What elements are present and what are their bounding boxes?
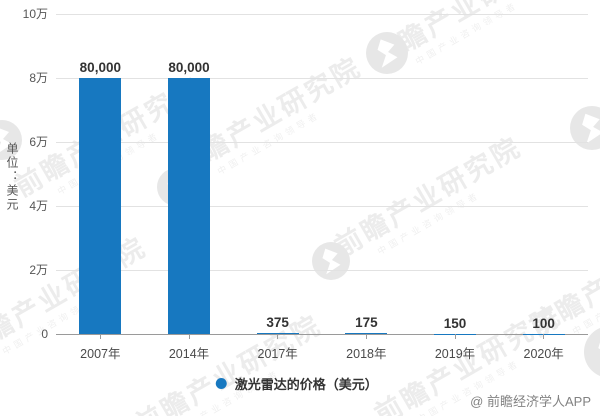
bar-value-label: 80,000 <box>79 60 121 75</box>
gridline <box>56 142 588 143</box>
x-axis-tick <box>277 334 279 339</box>
gridline <box>56 270 588 271</box>
x-axis-tick <box>543 334 545 339</box>
x-tick-label: 2020年 <box>523 347 564 361</box>
x-tick-label: 2007年 <box>80 347 121 361</box>
watermark-logo-icon <box>0 120 22 160</box>
bar-value-label: 150 <box>443 315 467 331</box>
gridline <box>56 206 588 207</box>
bar[interactable] <box>79 78 122 334</box>
legend[interactable]: 激光雷达的价格（美元） <box>215 374 378 393</box>
x-axis-tick <box>365 334 367 339</box>
y-tick-label: 10万 <box>22 7 48 21</box>
legend-label: 激光雷达的价格（美元） <box>234 377 378 392</box>
y-tick-label: 8万 <box>29 71 48 85</box>
x-axis-tick <box>188 334 190 339</box>
gridline <box>56 14 588 15</box>
x-tick-label: 2017年 <box>257 347 298 361</box>
y-tick-label: 0 <box>41 327 48 341</box>
bar-value-label: 80,000 <box>168 60 210 75</box>
bar-value-label: 175 <box>355 315 378 331</box>
bar[interactable] <box>345 333 388 334</box>
watermark-logo-icon <box>570 106 600 150</box>
x-axis-tick <box>99 334 101 339</box>
y-tick-label: 4万 <box>29 199 48 213</box>
bar-value-label: 100 <box>532 315 555 331</box>
gridline <box>56 78 588 79</box>
x-axis-line <box>56 334 588 335</box>
x-axis-tick <box>454 334 456 339</box>
bar[interactable] <box>256 332 299 334</box>
x-tick-label: 2014年 <box>168 347 210 361</box>
attribution: @ 前瞻经济学人APP <box>470 394 591 409</box>
x-tick-label: 2018年 <box>346 347 387 361</box>
y-tick-label: 6万 <box>29 135 48 149</box>
bar[interactable] <box>168 78 210 334</box>
watermark-logo-icon <box>366 32 408 74</box>
legend-dot-icon <box>215 378 227 389</box>
y-axis-title: 单位：美元 <box>5 142 19 212</box>
x-tick-label: 2019年 <box>434 347 476 361</box>
bar-value-label: 375 <box>266 314 289 330</box>
y-tick-label: 2万 <box>29 263 48 277</box>
